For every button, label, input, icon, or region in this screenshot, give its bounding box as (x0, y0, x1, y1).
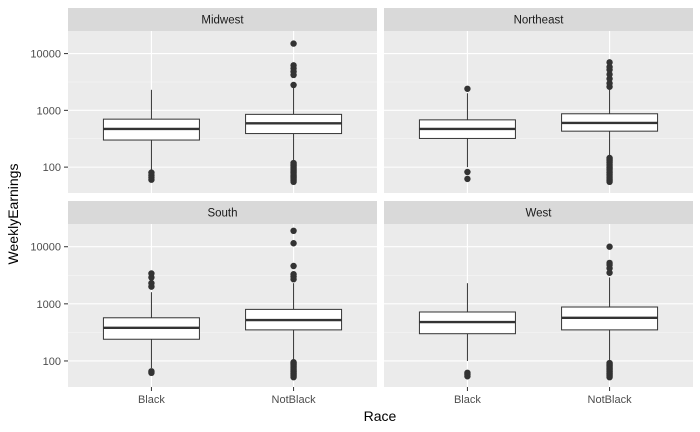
outlier-point (606, 59, 613, 66)
y-tick-label: 100 (43, 162, 61, 174)
facet-panel-midwest: Midwest (68, 8, 377, 193)
facet-panel-west: West (384, 201, 693, 387)
facet-strip-label: West (526, 208, 553, 220)
outlier-point (290, 359, 297, 366)
outlier-point (606, 80, 613, 87)
outlier-point (290, 271, 297, 278)
facet-strip (384, 201, 693, 224)
facet-strip (68, 8, 377, 31)
outlier-point (464, 168, 471, 176)
box-notblack (245, 227, 343, 381)
box-notblack (561, 243, 659, 381)
outlier-point (606, 154, 613, 162)
x-axis-title: Race (364, 408, 397, 424)
outlier-point (606, 75, 613, 82)
facet-panel-south: South (68, 201, 377, 387)
y-tick-label: 10000 (30, 49, 61, 61)
outlier-point (148, 270, 155, 277)
outlier-point (290, 81, 297, 89)
facet-strip-label: South (207, 208, 237, 220)
panel-background (68, 31, 377, 193)
box-black (418, 85, 516, 183)
box-black (102, 270, 200, 377)
outlier-point (464, 369, 471, 377)
outlier-point (464, 175, 471, 183)
outlier-point (148, 279, 155, 287)
y-tick-label: 1000 (37, 299, 61, 311)
outlier-point (606, 359, 613, 367)
facet-strip (384, 8, 693, 31)
box-notblack (561, 59, 659, 186)
outlier-point (290, 262, 297, 270)
outlier-point (290, 159, 297, 167)
outlier-point (290, 62, 297, 69)
y-tick-label: 100 (43, 356, 61, 368)
facet-strip-label: Northeast (514, 15, 565, 27)
y-axis-title: WeeklyEarnings (5, 164, 21, 265)
outlier-point (290, 240, 297, 247)
x-tick-label: NotBlack (272, 394, 317, 406)
facet-strip (68, 201, 377, 224)
outlier-point (606, 71, 613, 78)
box-black (102, 89, 200, 183)
facet-strip-label: Midwest (201, 15, 244, 27)
facet-panel-northeast: Northeast (384, 8, 693, 193)
outlier-point (148, 169, 155, 176)
panel-background (384, 31, 693, 193)
outlier-point (290, 227, 297, 235)
y-tick-label: 1000 (37, 105, 61, 117)
outlier-point (464, 85, 471, 92)
x-tick-label: Black (138, 394, 165, 406)
outlier-point (606, 63, 613, 71)
outlier-point (148, 368, 155, 375)
panel-background (384, 224, 693, 387)
box-black (418, 283, 516, 380)
outlier-point (606, 269, 613, 276)
panel-background (68, 224, 377, 387)
outlier-point (606, 259, 613, 267)
outlier-point (290, 40, 297, 47)
box-notblack (245, 40, 343, 186)
y-tick-label: 10000 (30, 242, 61, 254)
x-tick-label: NotBlack (588, 394, 633, 406)
x-tick-label: Black (454, 394, 481, 406)
outlier-point (606, 243, 613, 250)
